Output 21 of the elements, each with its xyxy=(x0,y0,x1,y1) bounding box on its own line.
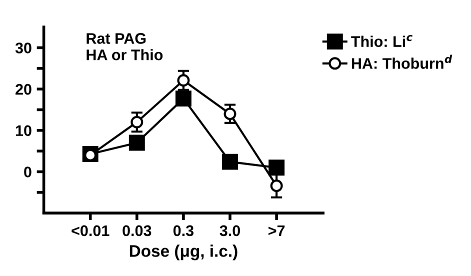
legend-label: HA: Thoburn$^{d}$ xyxy=(352,54,452,69)
x-tick-label: 3.0 xyxy=(220,225,240,236)
point xyxy=(268,160,285,176)
y-tick-label: 10 xyxy=(16,125,32,136)
point xyxy=(130,116,144,128)
point xyxy=(177,74,190,87)
point xyxy=(270,180,283,192)
x-tick-label: <0.01 xyxy=(72,225,110,236)
x-tick-label: 0.03 xyxy=(122,225,152,236)
annotation: Rat PAG HA or Thio xyxy=(86,33,163,60)
legend-label: Thio: Li$^{c}$ xyxy=(351,34,412,47)
x-tick-label: >7 xyxy=(268,225,285,236)
point xyxy=(222,154,238,170)
x-axis-title: Dose (μg, i.c.) xyxy=(130,244,238,260)
point xyxy=(175,90,192,107)
y-tick-label: 30 xyxy=(15,42,32,54)
point xyxy=(224,108,236,120)
y-tick-label: 0 xyxy=(24,166,32,178)
x-tick-label: 0.3 xyxy=(173,225,194,236)
y-tick-label: 20 xyxy=(16,84,32,95)
point xyxy=(128,134,145,151)
